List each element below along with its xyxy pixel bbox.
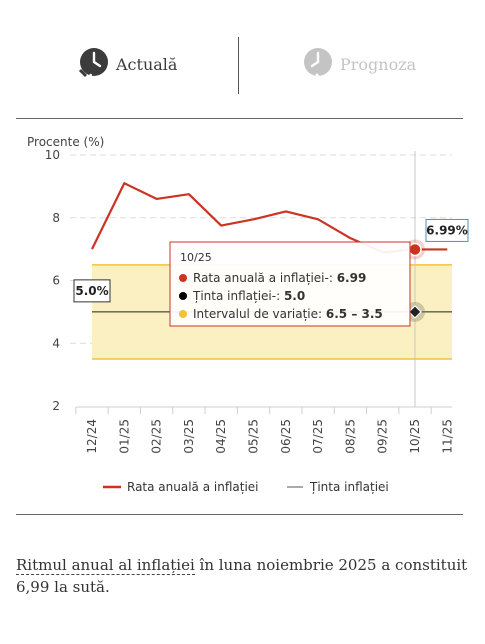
y-tick-label: 10 xyxy=(45,148,60,162)
last-value-box xyxy=(425,218,469,242)
hover-marker-target xyxy=(408,305,422,319)
y-tick-label: 4 xyxy=(52,336,60,350)
x-tick-label: 12/24 xyxy=(85,419,99,454)
tab-separator xyxy=(238,37,239,94)
clock-forward-icon xyxy=(304,48,332,82)
tooltip-row-dot xyxy=(179,274,187,282)
tooltip-row-label: Ținta inflației-: 5.0 xyxy=(192,289,305,303)
x-tick-label: 07/25 xyxy=(311,419,325,454)
tab-actual[interactable]: Actuală xyxy=(78,42,177,86)
hover-marker-rate xyxy=(408,242,422,257)
clock-back-icon xyxy=(78,48,108,82)
tooltip-row-label: Intervalul de variație: 6.5 – 3.5 xyxy=(193,307,383,321)
footnote: Ritmul anual al inflației în luna noiemb… xyxy=(16,554,471,598)
x-tick-label: 02/25 xyxy=(150,419,164,454)
x-tick-label: 05/25 xyxy=(247,419,261,454)
tooltip-row-label: Rata anuală a inflației-: 6.99 xyxy=(193,271,366,285)
x-tick-label: 03/25 xyxy=(182,419,196,454)
tooltip-period: 10/25 xyxy=(180,251,212,264)
target-value-label: 5.0% xyxy=(75,284,108,298)
y-tick-label: 2 xyxy=(52,399,60,413)
x-tick-label: 10/25 xyxy=(408,419,422,454)
legend-label-rate: Rata anuală a inflației xyxy=(127,480,259,494)
legend-label-target: Ținta inflației xyxy=(309,480,389,494)
tab-forecast[interactable]: Prognoza xyxy=(302,42,416,86)
y-axis-label: Procente (%) xyxy=(27,135,104,149)
target-value-box xyxy=(73,279,111,303)
x-tick-label: 08/25 xyxy=(343,419,357,454)
last-value-label: 6.99% xyxy=(426,223,468,237)
tooltip-box xyxy=(169,241,411,327)
x-tick-label: 04/25 xyxy=(214,419,228,454)
divider-bottom xyxy=(16,514,463,515)
tab-forecast-label: Prognoza xyxy=(340,54,417,74)
y-tick-label: 8 xyxy=(52,211,60,225)
y-tick-label: 6 xyxy=(52,274,60,288)
x-tick-label: 09/25 xyxy=(376,419,390,454)
x-tick-label: 11/25 xyxy=(440,419,454,454)
x-tick-label: 06/25 xyxy=(279,419,293,454)
footnote-text: în luna noiembrie 2025 a constituit 6,99… xyxy=(16,556,468,596)
tooltip-row-dot xyxy=(179,310,187,318)
x-tick-label: 01/25 xyxy=(117,419,131,454)
footnote-term[interactable]: Ritmul anual al inflației xyxy=(16,556,195,575)
tab-actual-label: Actuală xyxy=(116,54,178,74)
tooltip-row-dot xyxy=(179,292,187,300)
divider-top xyxy=(16,118,463,119)
inflation-chart: Procente (%) 2 4 6 8 10 12/24 01/25 02/25 03/25 04… xyxy=(27,135,469,494)
